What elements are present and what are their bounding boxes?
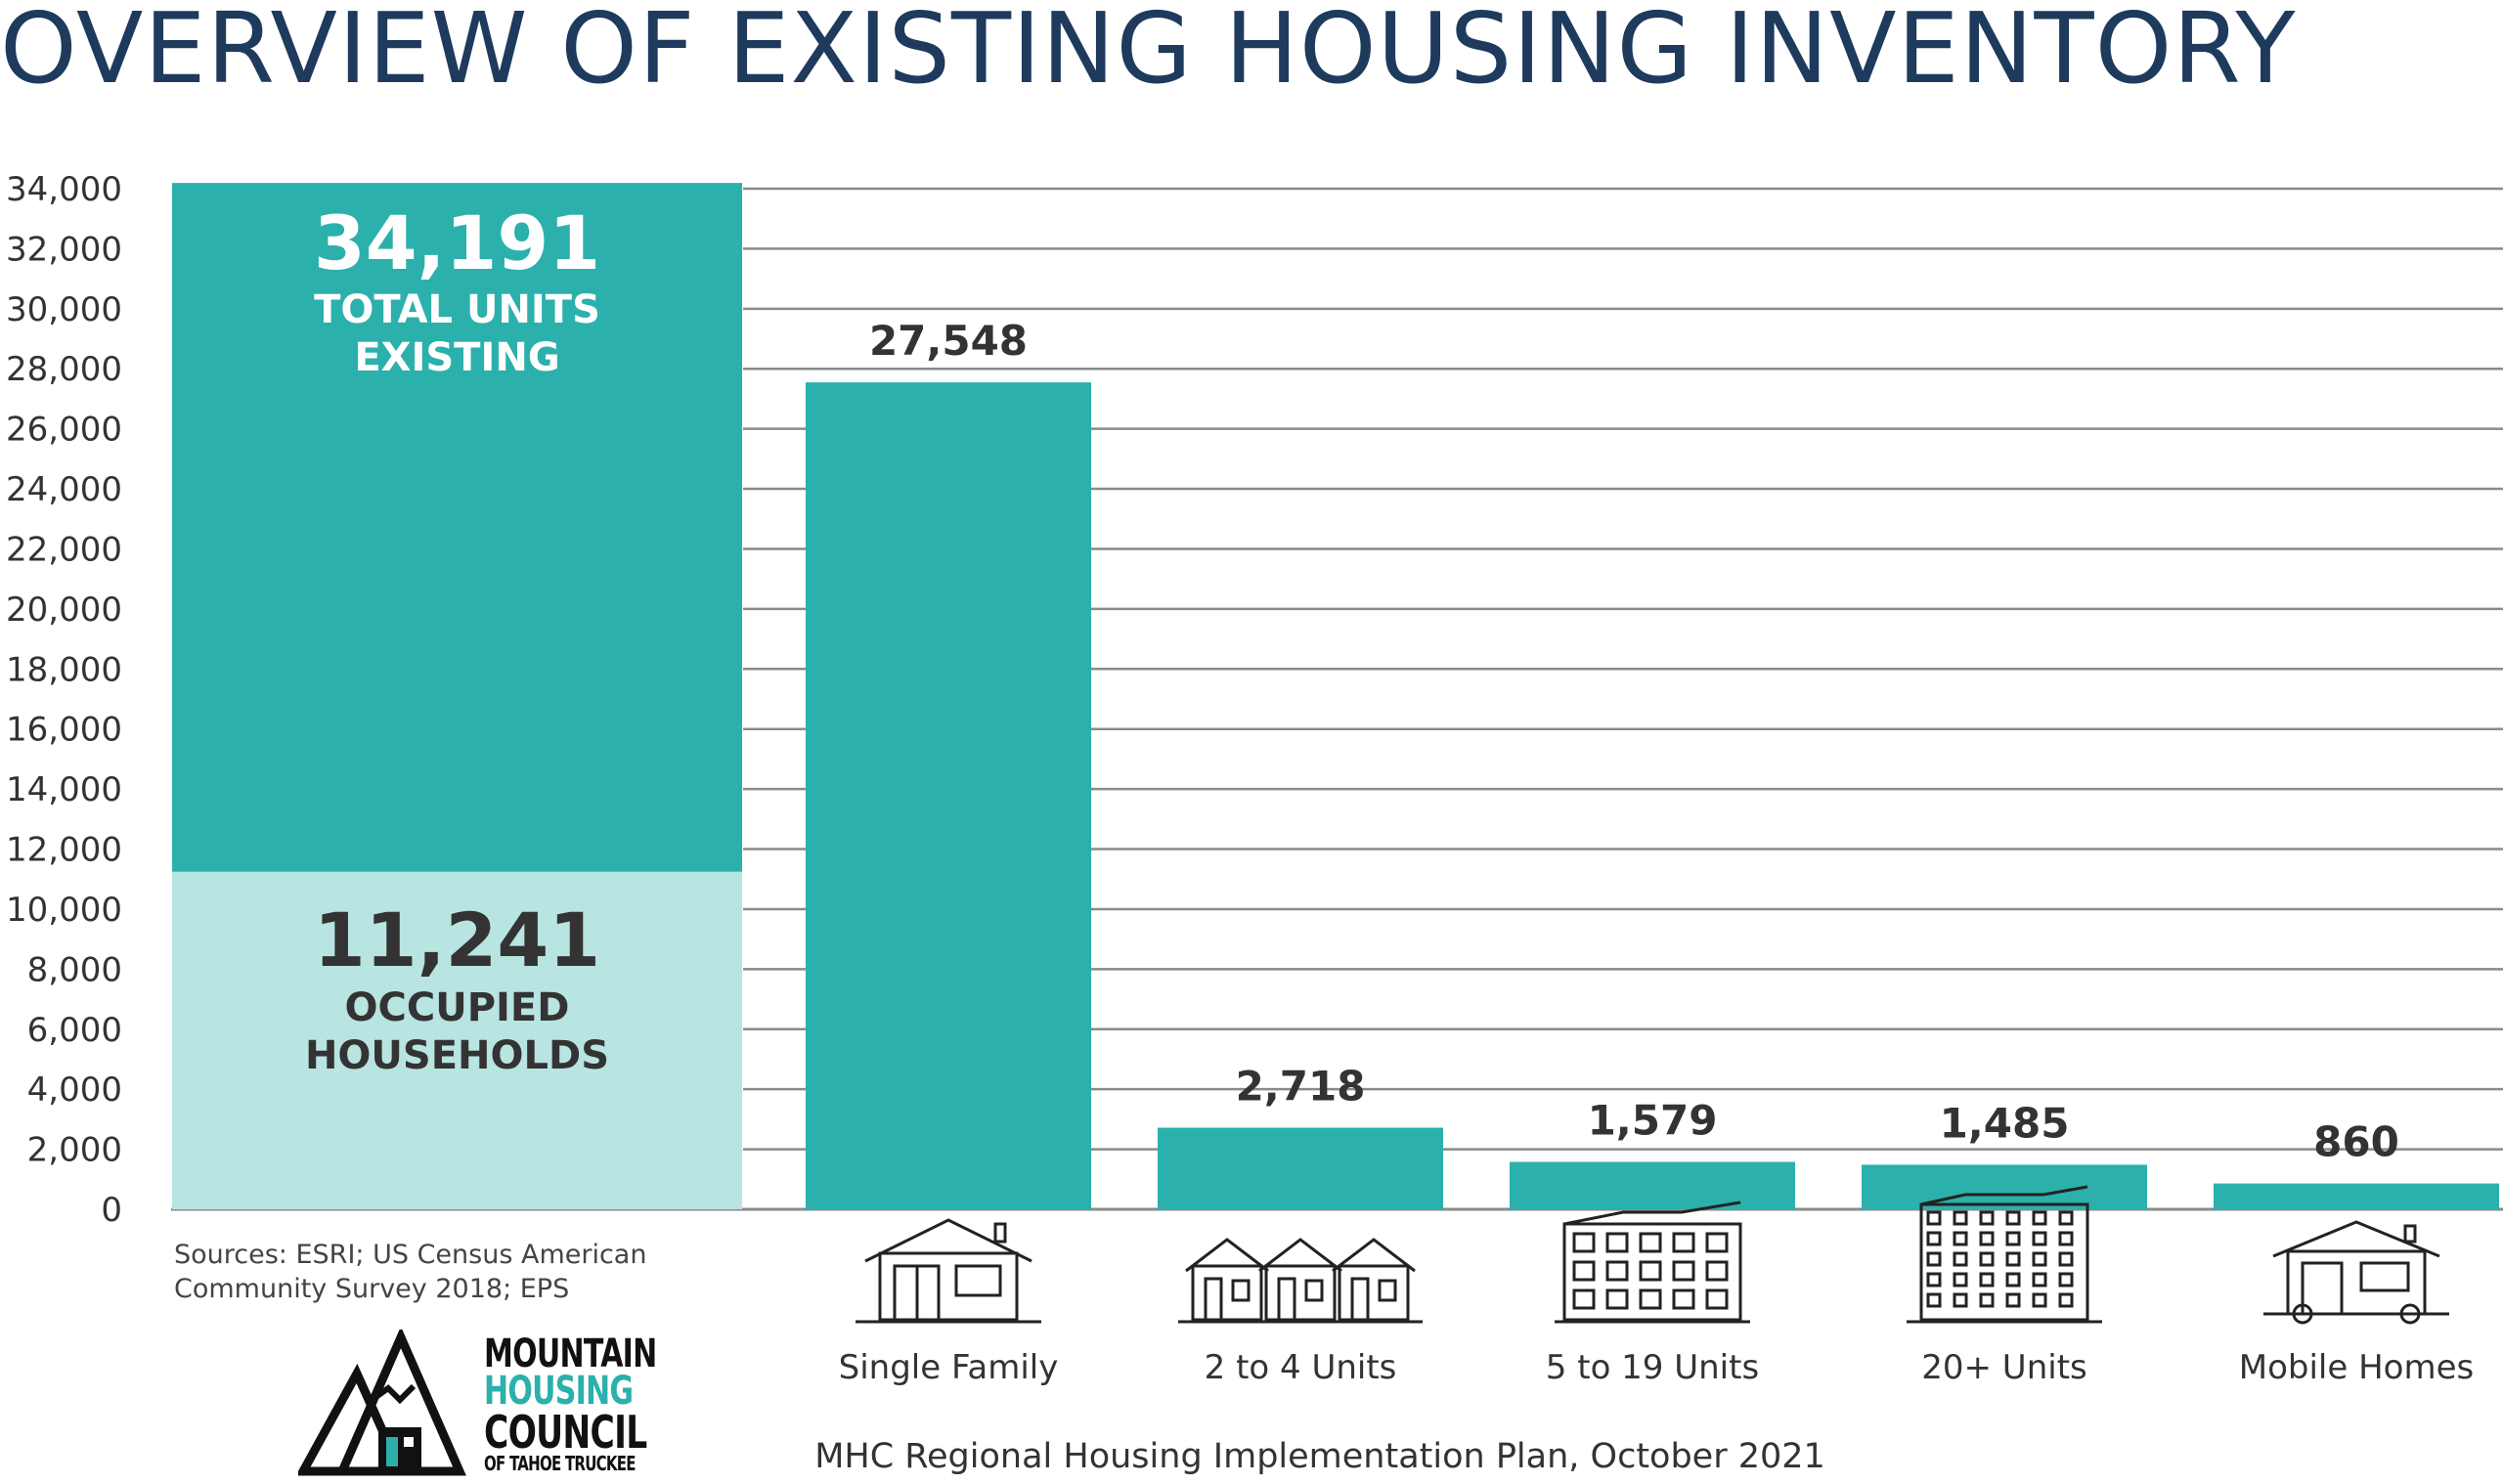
category-label: Single Family [839,1348,1059,1387]
logo-text-council: COUNCIL [484,1406,647,1459]
category-label: 2 to 4 Units [1205,1348,1397,1387]
caption: MHC Regional Housing Implementation Plan… [814,1437,1825,1476]
category-labels: Single Family 2 to 4 Units 5 to 19 Units 20… [839,1348,2475,1387]
page-title: OVERVIEW OF EXISTING HOUSING INVENTORY [0,0,2297,106]
y-tick-label: 8,000 [27,950,122,989]
value-label: 27,548 [869,317,1028,365]
category-label: Mobile Homes [2239,1348,2474,1387]
y-tick-label: 4,000 [27,1070,122,1110]
value-label: 1,579 [1588,1097,1718,1145]
bar-2-to-4-units [1158,1127,1443,1209]
category-icons [856,1185,2449,1325]
mhc-logo: MOUNTAIN HOUSING COUNCIL OF TAHOE TRUCKE… [298,1330,657,1476]
mobile-home-icon [2263,1220,2449,1325]
bar-single-family [806,382,1091,1209]
y-tick-label: 0 [101,1191,122,1230]
logo-text-tahoe: OF TAHOE TRUCKEE [484,1452,637,1475]
category-label: 20+ Units [1921,1348,2087,1387]
y-tick-label: 18,000 [6,650,122,689]
total-units-text: TOTAL UNITS [314,287,600,332]
single-family-house-icon [856,1218,1041,1324]
y-tick-label: 10,000 [6,891,122,930]
large-apartment-building-icon [1907,1185,2102,1324]
y-tick-label: 28,000 [6,350,122,389]
total-units-bar [172,183,742,872]
bars [806,382,2499,1209]
total-units-value: 34,191 [314,199,600,286]
mountain-logo-icon [298,1330,466,1476]
households-text: HOUSEHOLDS [305,1033,609,1078]
occupied-text: OCCUPIED [345,985,570,1030]
small-apartment-building-icon [1555,1200,1750,1324]
value-labels: 27,548 2,718 1,579 1,485 860 [869,317,2399,1165]
value-label: 860 [2313,1118,2399,1166]
y-tick-label: 22,000 [6,530,122,569]
y-tick-label: 2,000 [27,1131,122,1170]
bar-20-units [1862,1164,2147,1209]
value-label: 2,718 [1236,1063,1366,1111]
logo-text-mountain: MOUNTAIN [484,1331,657,1376]
category-label: 5 to 19 Units [1546,1348,1759,1387]
y-tick-label: 26,000 [6,411,122,450]
y-tick-label: 6,000 [27,1011,122,1050]
existing-text: EXISTING [354,335,559,380]
y-tick-label: 16,000 [6,711,122,750]
occupied-households-bar [172,871,742,1209]
logo-text-housing: HOUSING [484,1369,634,1414]
y-tick-label: 20,000 [6,590,122,630]
y-tick-label: 14,000 [6,770,122,809]
multiplex-houses-icon [1178,1238,1423,1324]
y-tick-label: 34,000 [6,170,122,209]
source-note: Sources: ESRI; US Census American Commun… [174,1240,647,1304]
bar-5-to-19-units [1510,1161,1795,1209]
bar-mobile-homes [2214,1183,2499,1209]
y-tick-label: 30,000 [6,290,122,329]
value-label: 1,485 [1940,1099,2070,1147]
y-tick-label: 24,000 [6,470,122,509]
occupied-households-value: 11,241 [314,896,600,983]
y-tick-label: 12,000 [6,831,122,870]
y-tick-label: 32,000 [6,230,122,269]
y-axis-ticks: 0 2,000 4,000 6,000 8,000 10,000 12,000 14,000 1… [6,170,122,1230]
